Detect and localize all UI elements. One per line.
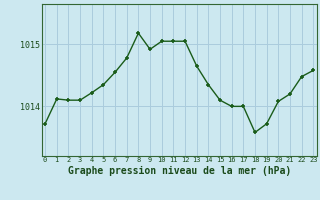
- X-axis label: Graphe pression niveau de la mer (hPa): Graphe pression niveau de la mer (hPa): [68, 166, 291, 176]
